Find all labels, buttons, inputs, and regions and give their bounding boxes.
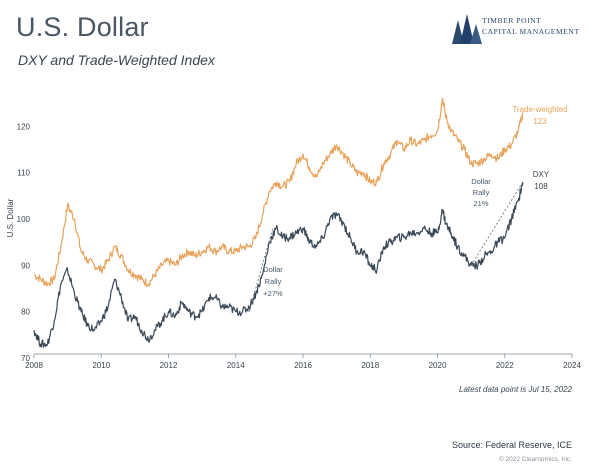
pine-trees-icon: [452, 14, 482, 44]
y-tick-label: 110: [17, 169, 30, 178]
x-tick-label: 2014: [227, 361, 245, 370]
x-tick-label: 2022: [496, 361, 514, 370]
series-name-dxy: DXY: [533, 170, 550, 179]
y-tick-label: 90: [21, 261, 30, 270]
y-axis-label: U.S. Dollar: [6, 198, 15, 237]
y-tick-label: 80: [21, 308, 30, 317]
x-tick-label: 2020: [429, 361, 447, 370]
line-chart: U.S. Dollar 2008 2010 2012 2014 2016 2018 2020…: [6, 97, 581, 370]
rally-annotation-line: +27%: [263, 289, 283, 298]
rally-annotation-line: Dollar: [263, 265, 283, 274]
chart-title: U.S. Dollar: [16, 12, 149, 42]
y-tick-label: 120: [17, 122, 31, 131]
rally-annotation-line: Dollar: [471, 177, 491, 186]
series-line-trade-weighted: [33, 97, 524, 288]
series-name-trade-weighted: Trade-weighted: [512, 105, 567, 114]
y-tick-label: 70: [21, 354, 30, 363]
chart-subtitle: DXY and Trade-Weighted Index: [18, 52, 215, 68]
x-tick-label: 2008: [25, 361, 43, 370]
rally-trend-line: [470, 181, 524, 266]
source-note: Source: Federal Reserve, ICE: [451, 440, 572, 450]
rally-annotation-line: Rally: [265, 277, 282, 286]
latest-data-note: Latest data point is Jul 15, 2022: [459, 385, 572, 394]
y-tick-label: 100: [17, 215, 31, 224]
rally-annotation-line: 21%: [473, 199, 488, 208]
x-tick-label: 2024: [563, 361, 581, 370]
logo-line-2: CAPITAL MANAGEMENT: [482, 27, 580, 36]
x-tick-label: 2018: [361, 361, 379, 370]
rally-trend-line: [248, 228, 274, 312]
x-tick-label: 2016: [294, 361, 312, 370]
series-line-dxy: [33, 181, 524, 348]
copyright-note: © 2022 Clearnomics, Inc.: [498, 456, 572, 463]
series-value-dxy: 108: [534, 182, 548, 191]
series-value-trade-weighted: 123: [533, 117, 547, 126]
x-tick-label: 2010: [92, 361, 110, 370]
logo-line-1: TIMBER POINT: [482, 16, 542, 25]
x-tick-label: 2012: [160, 361, 178, 370]
rally-annotation-line: Rally: [473, 188, 490, 197]
